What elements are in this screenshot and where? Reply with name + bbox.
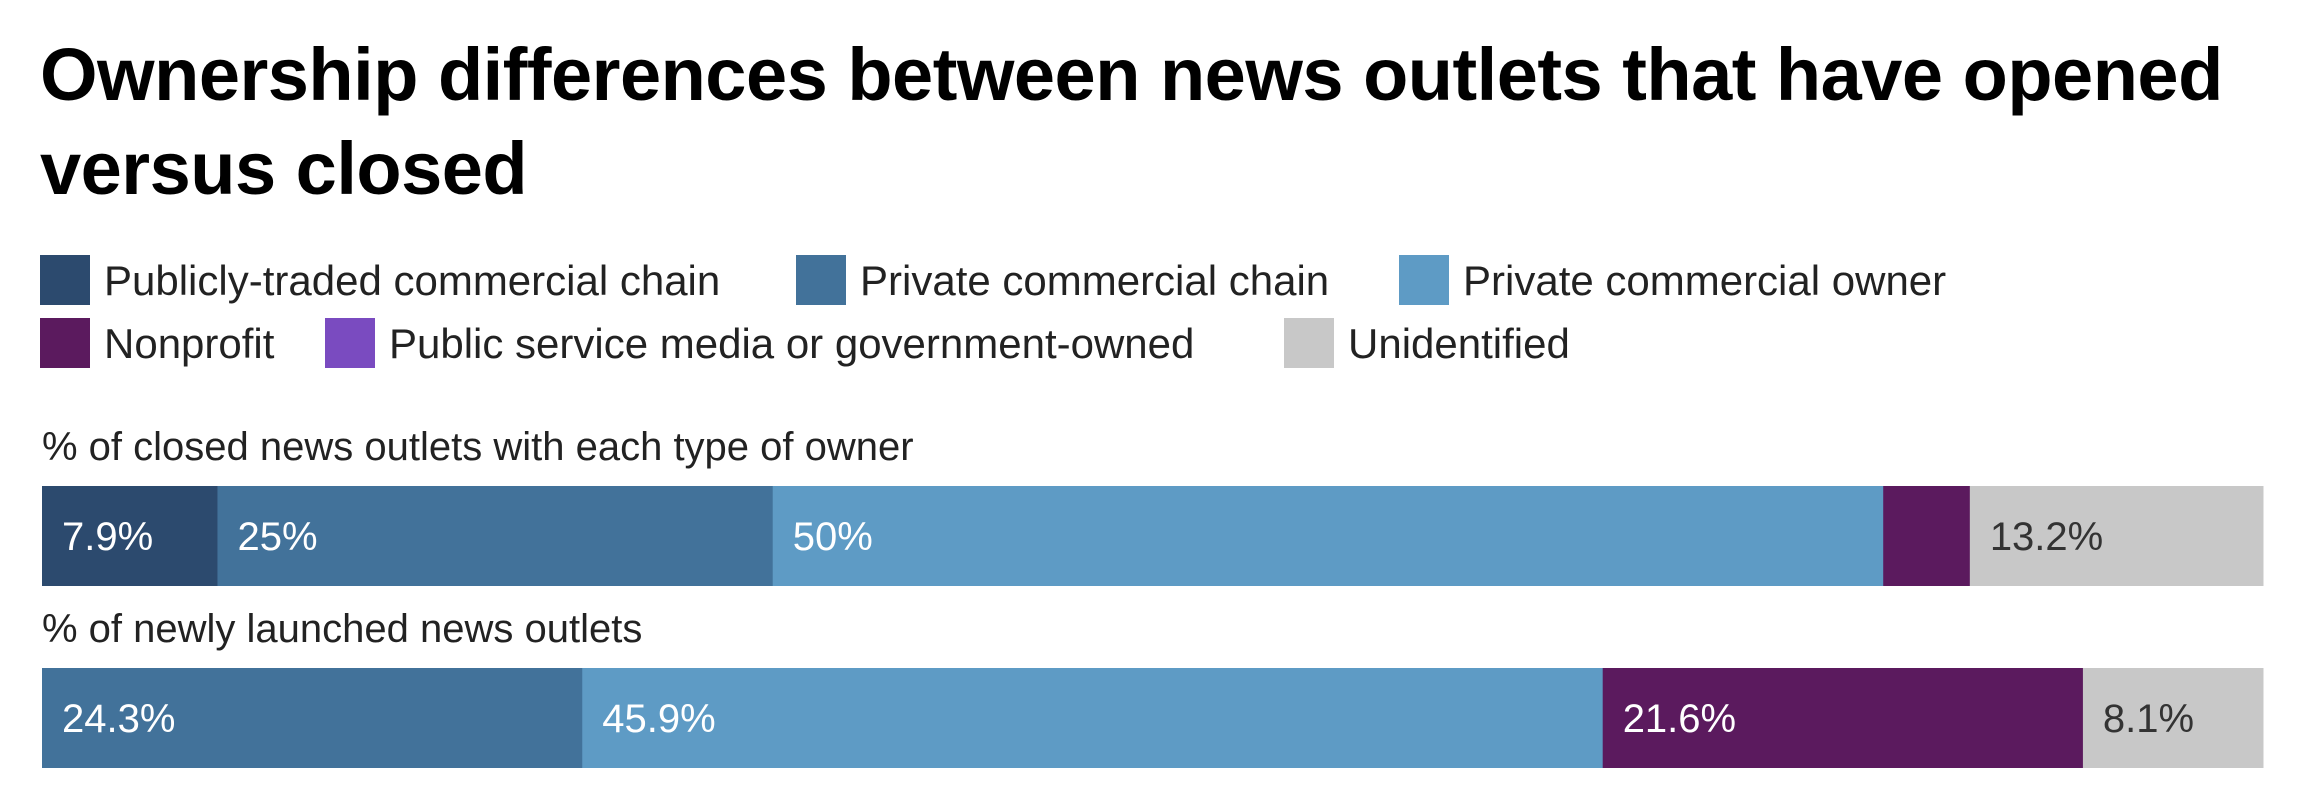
segment-value-label: 8.1% [2103, 697, 2194, 741]
legend-label: Private commercial owner [1463, 257, 1946, 304]
legend-label: Nonprofit [104, 320, 275, 367]
bar-segment-private-commercial-owner [772, 486, 1884, 586]
chart-title: Ownership differences between news outle… [40, 33, 2223, 210]
legend-item-private-commercial-owner: Private commercial owner [1399, 255, 1946, 305]
legend-swatch [325, 318, 375, 368]
legend-label: Publicly-traded commercial chain [104, 257, 720, 304]
legend-item-unidentified: Unidentified [1284, 318, 1570, 368]
segment-value-label: 7.9% [62, 515, 153, 559]
legend-item-nonprofit: Nonprofit [40, 318, 275, 368]
segment-value-label: 13.2% [1990, 515, 2103, 559]
legend-swatch [1399, 255, 1449, 305]
bar-segment-unidentified [2082, 668, 2264, 768]
legend-label: Public service media or government-owned [389, 320, 1194, 367]
row-label: % of closed news outlets with each type … [42, 425, 914, 469]
bar-segment-nonprofit [1602, 668, 2084, 768]
segment-value-label: 21.6% [1623, 697, 1736, 741]
segment-value-label: 45.9% [602, 697, 715, 741]
chart-rows: % of closed news outlets with each type … [42, 425, 2264, 768]
legend-swatch [40, 318, 90, 368]
bar-segment-private-commercial-chain [42, 668, 583, 768]
legend-label: Private commercial chain [860, 257, 1329, 304]
legend-item-publicly-traded-commercial-chain: Publicly-traded commercial chain [40, 255, 720, 305]
bar-row-2: % of newly launched news outlets 24.3% 45.… [42, 607, 2264, 768]
bar-segment-private-commercial-owner [582, 668, 1604, 768]
legend-label: Unidentified [1348, 320, 1570, 367]
legend-swatch [1284, 318, 1334, 368]
segment-value-label: 25% [237, 515, 317, 559]
bar-segment-private-commercial-chain [217, 486, 774, 586]
legend-item-public-service-media-or-government-owned: Public service media or government-owned [325, 318, 1194, 368]
bar-segment-publicly-traded-commercial-chain [42, 486, 218, 586]
legend: Publicly-traded commercial chain Private … [40, 255, 1946, 368]
row-label: % of newly launched news outlets [42, 607, 642, 651]
legend-swatch [40, 255, 90, 305]
bar-segment-unidentified [1969, 486, 2264, 586]
segment-value-label: 24.3% [62, 697, 175, 741]
legend-item-private-commercial-chain: Private commercial chain [796, 255, 1329, 305]
bar-row-1: % of closed news outlets with each type … [42, 425, 2264, 586]
segment-value-label: 50% [793, 515, 873, 559]
legend-swatch [796, 255, 846, 305]
bar-segment-nonprofit [1883, 486, 1971, 586]
